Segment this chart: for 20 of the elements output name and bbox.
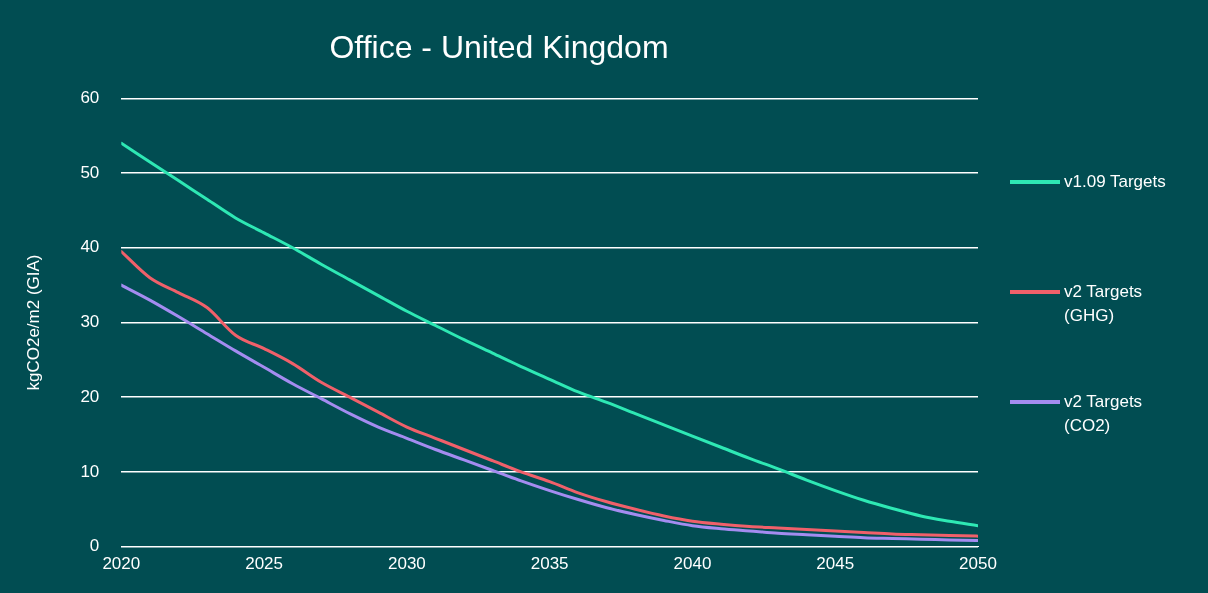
x-tick-label: 2020 bbox=[102, 554, 141, 574]
y-tick-label: 40 bbox=[80, 237, 100, 257]
chart-title: Office - United Kingdom bbox=[329, 29, 669, 66]
y-tick-label: 60 bbox=[80, 88, 100, 108]
y-tick-label: 30 bbox=[80, 312, 100, 332]
y-tick-label: 0 bbox=[89, 536, 100, 556]
legend-label: v2 Targets (CO2) bbox=[1064, 391, 1144, 437]
y-axis-title: kgCO2e/m2 (GIA) bbox=[23, 254, 43, 391]
x-tick-label: 2030 bbox=[387, 554, 426, 574]
x-tick-label: 2035 bbox=[530, 554, 569, 574]
legend-label: v1.09 Targets bbox=[1064, 171, 1167, 193]
y-tick-label: 20 bbox=[80, 386, 100, 406]
y-tick-label: 10 bbox=[80, 461, 100, 481]
legend-label: v2 Targets (GHG) bbox=[1064, 281, 1144, 327]
x-tick-label: 2040 bbox=[673, 554, 712, 574]
x-tick-label: 2045 bbox=[816, 554, 855, 574]
y-tick-label: 50 bbox=[80, 162, 100, 182]
x-tick-label: 2025 bbox=[245, 554, 284, 574]
line-series bbox=[121, 141, 978, 528]
x-tick-label: 2050 bbox=[959, 554, 997, 574]
